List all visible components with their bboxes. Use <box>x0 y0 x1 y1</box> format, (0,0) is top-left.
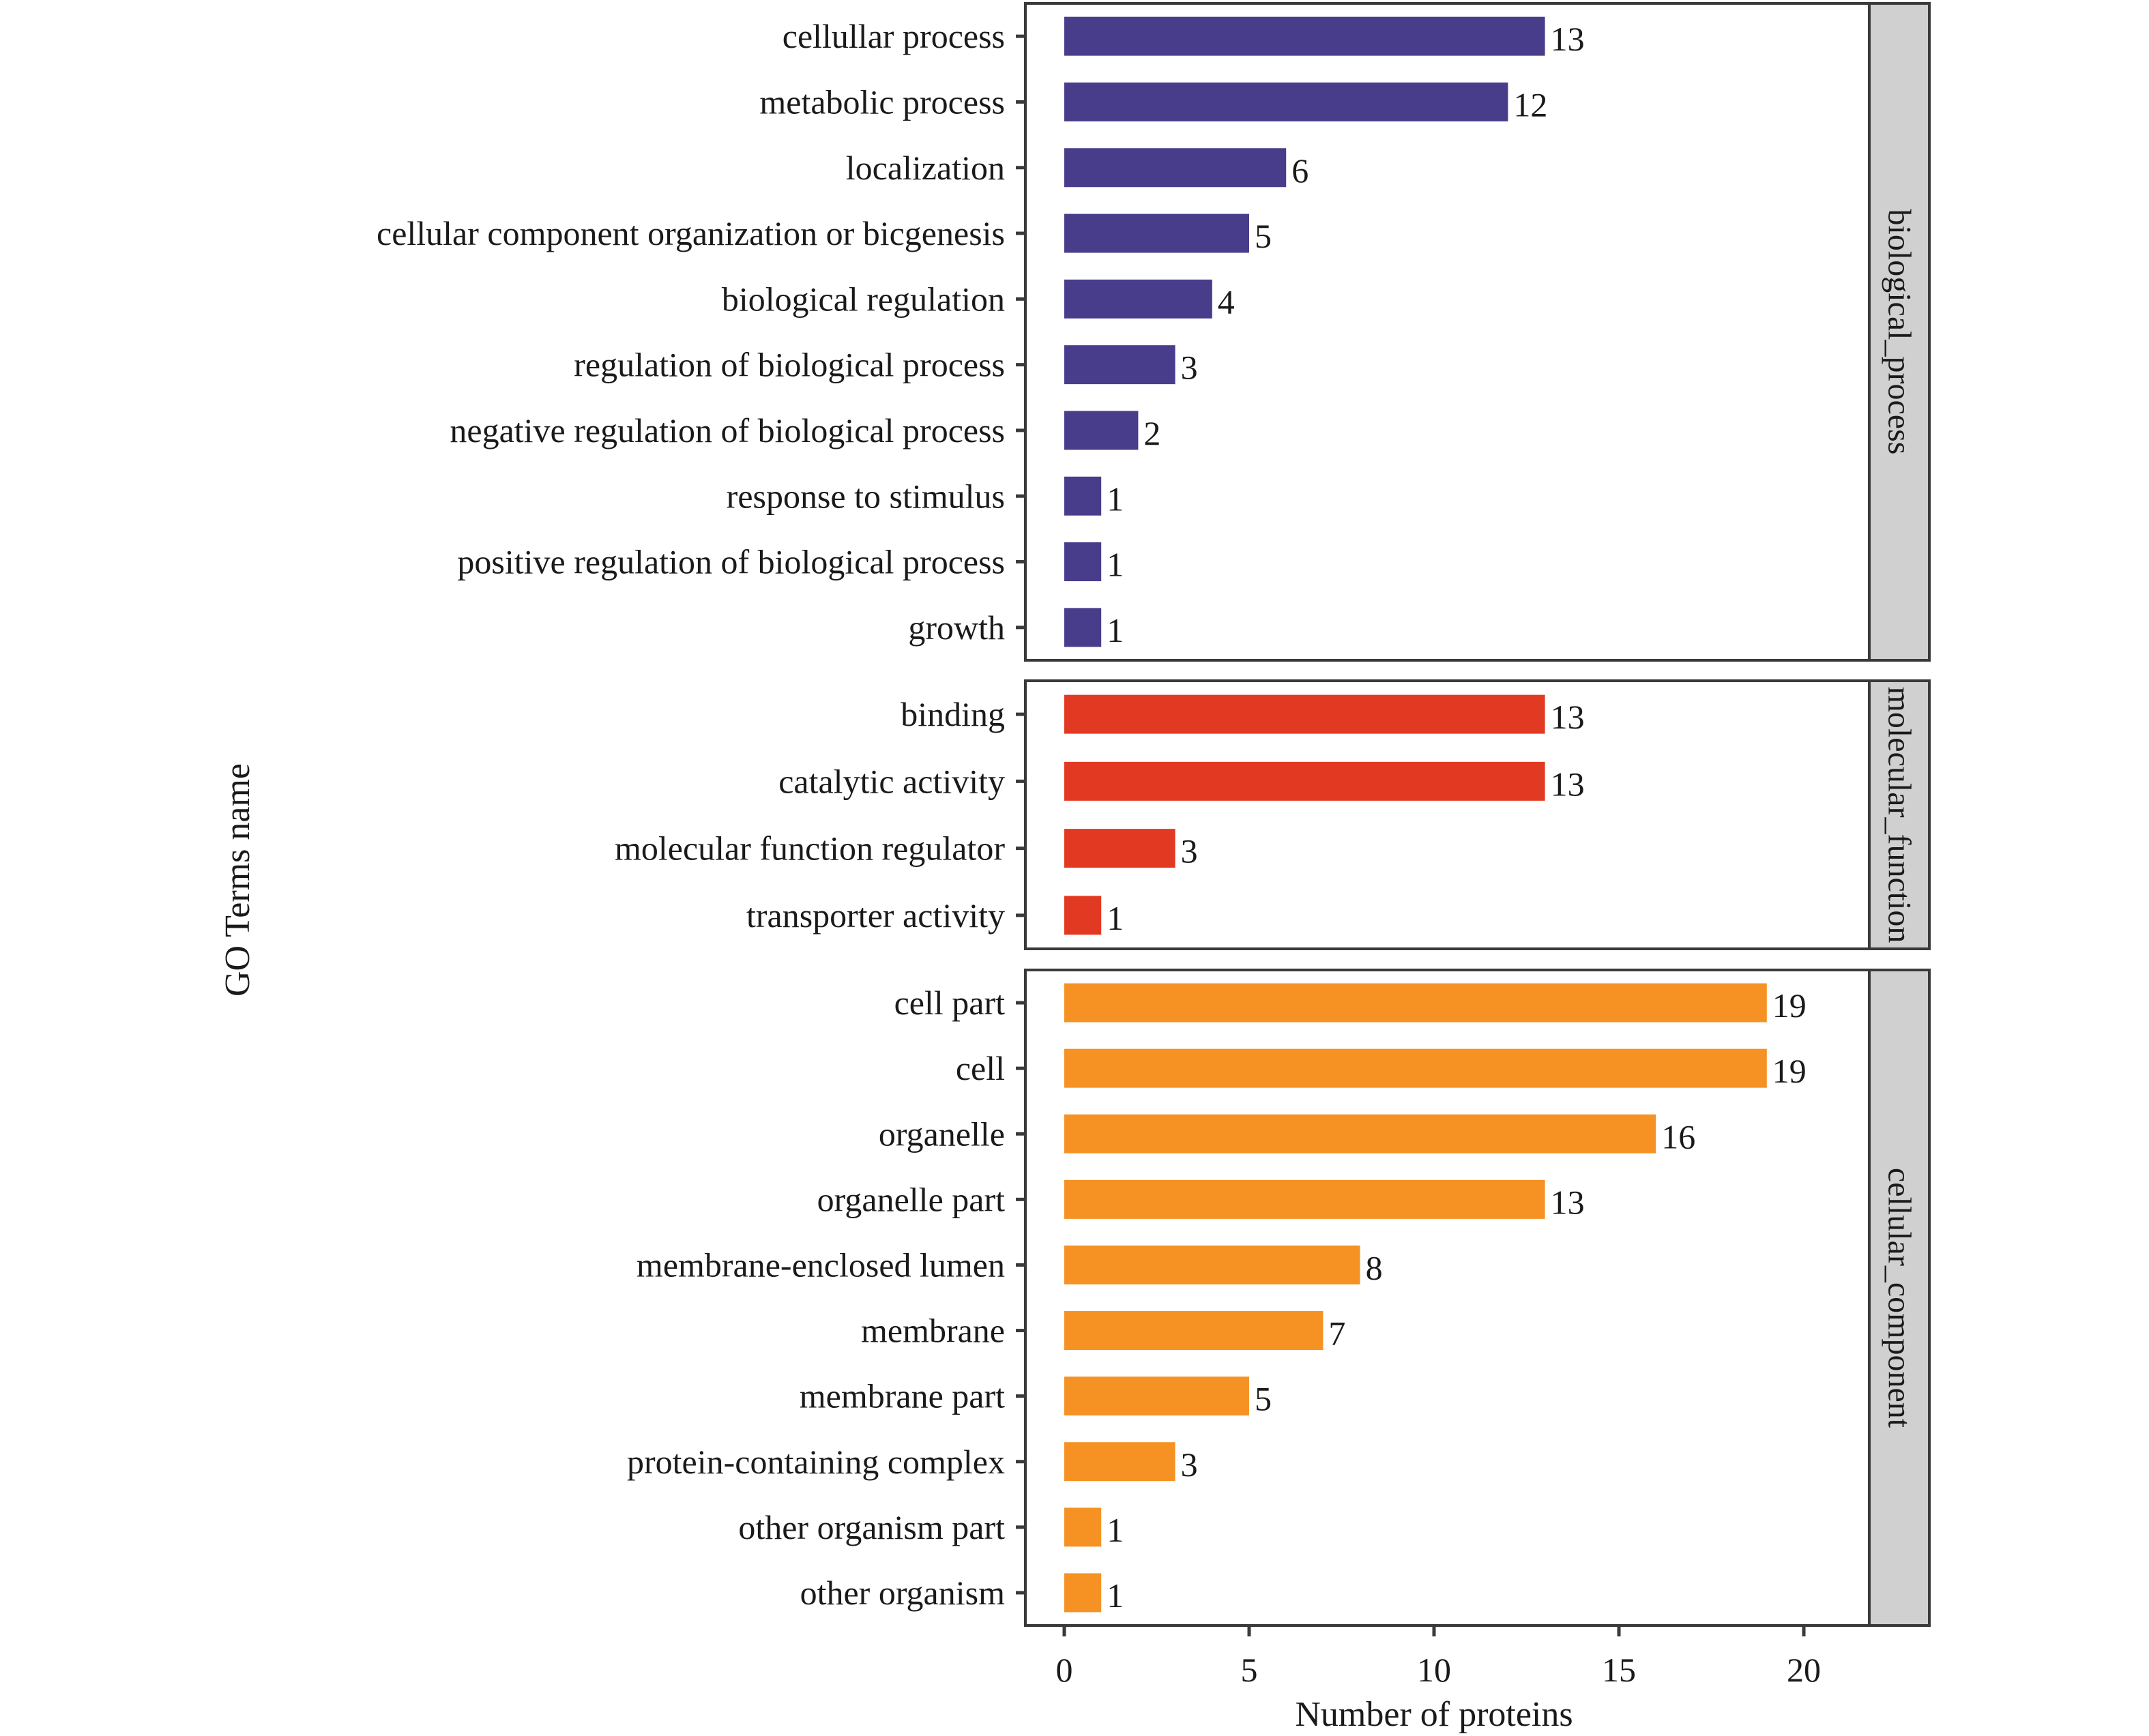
value-label: 12 <box>1513 85 1547 123</box>
category-label: regulation of biological process <box>574 346 1005 384</box>
facet-strip <box>1868 2 1931 662</box>
value-label: 13 <box>1551 698 1585 736</box>
bar <box>1064 214 1249 253</box>
bar <box>1064 148 1287 188</box>
category-label: other organism <box>800 1574 1006 1612</box>
value-label: 4 <box>1218 282 1235 321</box>
value-label: 19 <box>1772 1052 1807 1090</box>
bar <box>1064 1442 1175 1482</box>
value-label: 5 <box>1255 217 1272 255</box>
value-label: 1 <box>1107 1511 1124 1549</box>
value-label: 7 <box>1328 1314 1345 1353</box>
bar <box>1064 279 1212 319</box>
category-label: transporter activity <box>746 896 1005 935</box>
bar <box>1064 829 1175 868</box>
y-axis-title: GO Terms name <box>218 763 257 997</box>
category-label: organelle part <box>817 1180 1005 1218</box>
bar <box>1064 1114 1656 1153</box>
bar <box>1064 694 1545 734</box>
value-label: 13 <box>1551 20 1585 58</box>
bar <box>1064 983 1767 1023</box>
bar <box>1064 608 1102 647</box>
bar <box>1064 476 1102 516</box>
bar <box>1064 1311 1324 1351</box>
value-label: 19 <box>1772 986 1807 1025</box>
value-label: 1 <box>1107 899 1124 937</box>
category-label: membrane-enclosed lumen <box>637 1246 1005 1284</box>
facet-strip <box>1868 679 1931 950</box>
bar <box>1064 411 1139 450</box>
value-label: 3 <box>1181 832 1198 870</box>
category-label: growth <box>908 608 1005 647</box>
category-label: other organism part <box>738 1508 1005 1546</box>
category-label: organelle <box>879 1115 1005 1153</box>
bar <box>1064 1179 1545 1219</box>
value-label: 1 <box>1107 1576 1124 1615</box>
value-label: 1 <box>1107 480 1124 518</box>
bar <box>1064 16 1545 56</box>
bar <box>1064 82 1508 121</box>
category-label: localization <box>846 149 1005 187</box>
category-label: negative regulation of biological proces… <box>450 411 1005 450</box>
facet-cellular-component: cellular_component cell part 19 cell 19 organ… <box>627 969 1931 1627</box>
value-label: 6 <box>1291 151 1309 190</box>
bar <box>1064 1507 1102 1547</box>
bar <box>1064 896 1102 935</box>
category-label: membrane <box>861 1312 1005 1350</box>
value-label: 13 <box>1551 1183 1585 1221</box>
category-label: metabolic process <box>759 83 1005 121</box>
value-label: 3 <box>1181 1445 1198 1484</box>
facet-strip <box>1868 969 1931 1627</box>
category-label: positive regulation of biological proces… <box>457 543 1005 581</box>
bar <box>1064 761 1545 801</box>
value-label: 13 <box>1551 765 1585 803</box>
category-label: response to stimulus <box>727 477 1005 515</box>
category-label: protein-containing complex <box>627 1443 1005 1481</box>
bar <box>1064 1048 1767 1088</box>
bar <box>1064 1245 1360 1284</box>
x-tick-label: 0 <box>1056 1651 1073 1689</box>
value-label: 1 <box>1107 611 1124 649</box>
x-axis: 0 5 10 15 20 <box>1056 1625 1821 1689</box>
category-label: cellullar process <box>783 17 1005 55</box>
bar <box>1064 1377 1249 1416</box>
category-label: cell <box>956 1049 1005 1087</box>
facet-strip-label: biological_process <box>1882 209 1918 455</box>
category-label: cellular component organization or bicge… <box>377 214 1005 252</box>
x-tick-label: 15 <box>1602 1651 1636 1689</box>
value-label: 16 <box>1661 1117 1695 1156</box>
value-label: 8 <box>1366 1248 1383 1286</box>
facet-strip-label: molecular_function <box>1882 687 1918 943</box>
category-label: cell part <box>894 984 1006 1022</box>
value-label: 2 <box>1143 414 1160 452</box>
category-label: binding <box>901 695 1005 733</box>
x-tick-label: 10 <box>1417 1651 1451 1689</box>
value-label: 3 <box>1181 349 1198 387</box>
bar <box>1064 1573 1102 1613</box>
x-tick-label: 5 <box>1241 1651 1258 1689</box>
category-label: biological regulation <box>722 280 1005 318</box>
bar <box>1064 345 1175 385</box>
category-label: membrane part <box>800 1377 1005 1415</box>
bar <box>1064 542 1102 582</box>
facet-strip-label: cellular_component <box>1882 1168 1918 1428</box>
value-label: 1 <box>1107 546 1124 584</box>
x-tick-label: 20 <box>1787 1651 1821 1689</box>
category-label: molecular function regulator <box>615 829 1005 868</box>
category-label: catalytic activity <box>778 762 1005 800</box>
value-label: 5 <box>1255 1380 1272 1418</box>
x-axis-title: Number of proteins <box>1295 1695 1573 1734</box>
